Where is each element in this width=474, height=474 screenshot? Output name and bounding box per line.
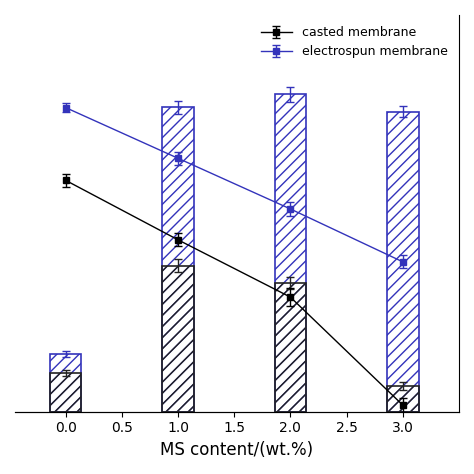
Bar — [274, 283, 306, 412]
Bar — [387, 386, 419, 412]
Bar — [50, 373, 82, 412]
Bar — [274, 94, 306, 412]
Bar — [162, 266, 194, 412]
Bar — [387, 111, 419, 412]
Legend: casted membrane, electrospun membrane: casted membrane, electrospun membrane — [255, 21, 453, 64]
Bar — [162, 107, 194, 412]
Bar — [50, 354, 82, 412]
X-axis label: MS content/(wt.%): MS content/(wt.%) — [160, 441, 314, 459]
